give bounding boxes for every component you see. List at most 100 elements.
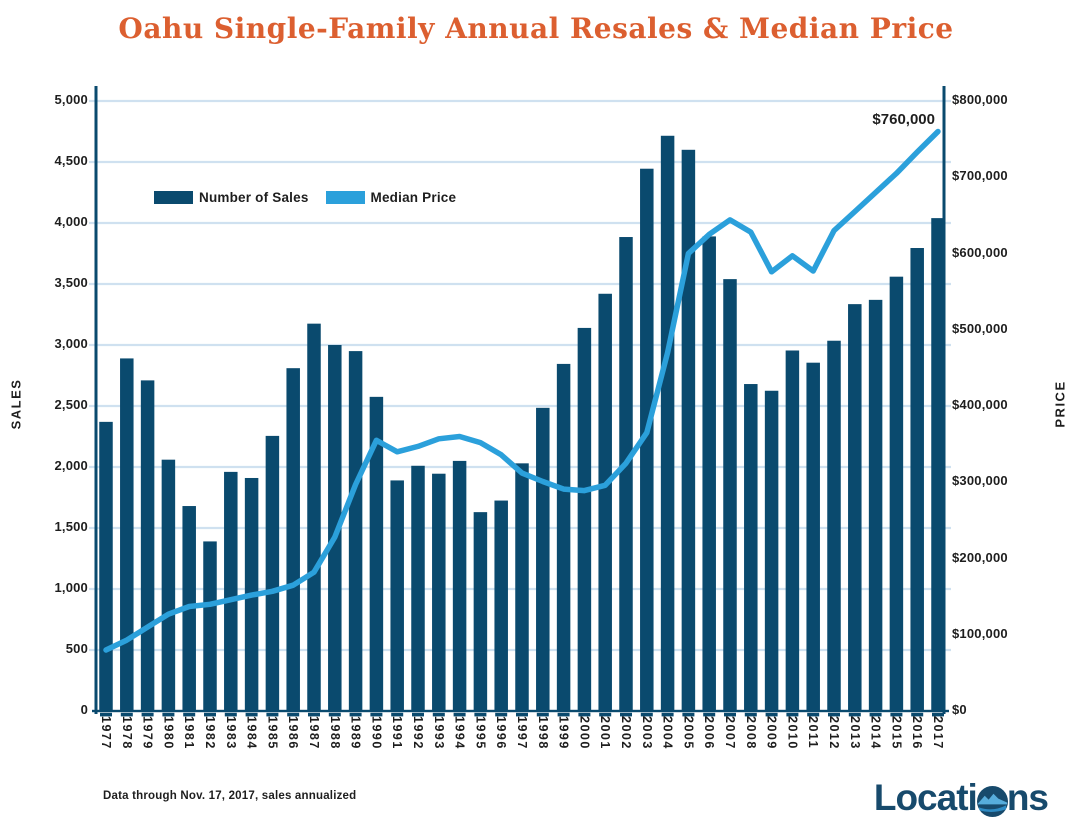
x-tick-1998 <box>536 712 549 717</box>
sales-legend-label: Number of Sales <box>199 189 309 205</box>
x-axis-year-label: 1981 <box>182 716 197 750</box>
bar-1987 <box>307 323 321 711</box>
bar-2015 <box>889 276 904 711</box>
x-tick-2017 <box>932 712 944 717</box>
price-axis-tick: $300,000 <box>952 473 1008 489</box>
x-tick-2014 <box>869 712 882 717</box>
footnote: Data through Nov. 17, 2017, sales annual… <box>103 790 357 802</box>
diamond-head-circle-icon <box>976 785 1008 817</box>
x-tick-2004 <box>661 712 674 717</box>
right-axis-spine <box>942 86 946 714</box>
bar-2001 <box>598 293 612 711</box>
x-tick-2006 <box>703 712 716 717</box>
x-tick-2009 <box>765 712 778 717</box>
price-axis-tick: $600,000 <box>952 244 1008 260</box>
sales-axis-tick: 4,500 <box>54 153 88 168</box>
x-tick-2005 <box>682 712 695 717</box>
logo-text-left: Locati <box>873 777 978 818</box>
price-legend-label: Median Price <box>370 189 457 205</box>
x-tick-2001 <box>599 712 612 717</box>
x-axis-year-label: 1999 <box>556 716 571 750</box>
x-tick-1978 <box>120 712 133 717</box>
x-tick-1992 <box>412 712 424 717</box>
x-axis-year-label: 2015 <box>889 716 904 750</box>
x-tick-1997 <box>516 712 528 717</box>
bar-1986 <box>286 368 300 711</box>
x-axis-year-label: 2017 <box>931 716 945 750</box>
x-axis-year-label: 1997 <box>515 716 529 750</box>
bar-2008 <box>744 384 758 711</box>
price-axis-tick: $200,000 <box>952 549 1008 565</box>
price-legend-swatch <box>325 190 365 204</box>
x-axis-year-label: 1996 <box>494 716 509 750</box>
x-axis-year-label: 1990 <box>369 716 384 750</box>
bar-1979 <box>140 380 155 711</box>
x-axis-year-label: 2002 <box>619 716 633 750</box>
x-tick-1996 <box>495 712 508 717</box>
bar-2004 <box>660 135 675 711</box>
bar-2010 <box>785 350 800 711</box>
x-tick-2012 <box>828 712 840 717</box>
x-tick-1994 <box>453 712 466 717</box>
x-axis-year-label: 2004 <box>660 716 675 750</box>
sales-axis-tick: 3,500 <box>54 275 88 290</box>
sales-axis-tick: 2,500 <box>54 397 88 412</box>
x-tick-1990 <box>370 712 383 717</box>
x-tick-2002 <box>620 712 632 717</box>
sales-legend-swatch <box>154 190 193 204</box>
bar-1991 <box>390 480 404 711</box>
x-tick-2008 <box>744 712 757 717</box>
sales-axis-tick: 2,000 <box>54 458 88 473</box>
bar-1996 <box>494 500 508 711</box>
x-axis-year-label: 2006 <box>702 716 717 750</box>
bar-2016 <box>910 248 924 711</box>
x-tick-1981 <box>183 712 196 717</box>
x-axis-year-label: 1979 <box>140 716 155 750</box>
left-axis-spine <box>94 86 98 714</box>
chart-title: Oahu Single-Family Annual Resales & Medi… <box>118 12 954 45</box>
x-axis-year-label: 1982 <box>203 716 217 750</box>
bar-1997 <box>515 463 529 711</box>
sales-axis-tick: 500 <box>65 641 88 656</box>
x-axis-year-label: 2008 <box>743 716 758 750</box>
x-axis-year-label: 2003 <box>639 716 654 750</box>
x-axis-year-label: 2001 <box>598 716 613 750</box>
x-axis-year-label: 1995 <box>473 716 488 750</box>
x-tick-1980 <box>162 712 175 717</box>
bar-2009 <box>764 390 779 711</box>
bar-1988 <box>328 345 342 711</box>
median-price-line <box>103 128 941 653</box>
x-tick-1991 <box>391 712 404 717</box>
price-axis-tick: $100,000 <box>952 625 1008 641</box>
x-tick-1985 <box>266 712 279 717</box>
x-axis-year-label: 1984 <box>244 716 259 750</box>
x-axis-year-label: 2010 <box>785 716 800 750</box>
bar-2017 <box>931 218 945 711</box>
x-axis-year-label: 2009 <box>764 716 779 750</box>
sales-axis-tick: 0 <box>80 702 88 717</box>
bar-1989 <box>348 351 363 711</box>
x-tick-1987 <box>308 712 320 717</box>
x-tick-1993 <box>432 712 445 717</box>
x-tick-2013 <box>848 712 861 717</box>
x-axis-year-label: 1989 <box>348 716 363 750</box>
bar-1992 <box>411 465 425 711</box>
x-tick-1986 <box>287 712 300 717</box>
sales-axis-tick: 3,000 <box>54 336 88 351</box>
price-axis-tick: $700,000 <box>952 168 1008 184</box>
bar-1995 <box>473 512 488 711</box>
x-axis-year-label: 1993 <box>431 716 446 750</box>
price-axis-tick: $0 <box>952 702 967 717</box>
x-axis-year-label: 2016 <box>910 716 925 750</box>
locations-logo: Locati ns <box>873 777 1049 819</box>
left-axis-title: SALES <box>8 378 24 430</box>
x-axis-year-label: 2011 <box>806 716 821 750</box>
right-axis-title: PRICE <box>1052 380 1068 428</box>
x-tick-1995 <box>474 712 487 717</box>
x-tick-2015 <box>890 712 903 717</box>
bar-1999 <box>556 363 571 711</box>
bar-1978 <box>120 358 134 711</box>
sales-axis-tick: 5,000 <box>54 92 88 107</box>
x-axis-year-label: 1983 <box>223 716 238 750</box>
